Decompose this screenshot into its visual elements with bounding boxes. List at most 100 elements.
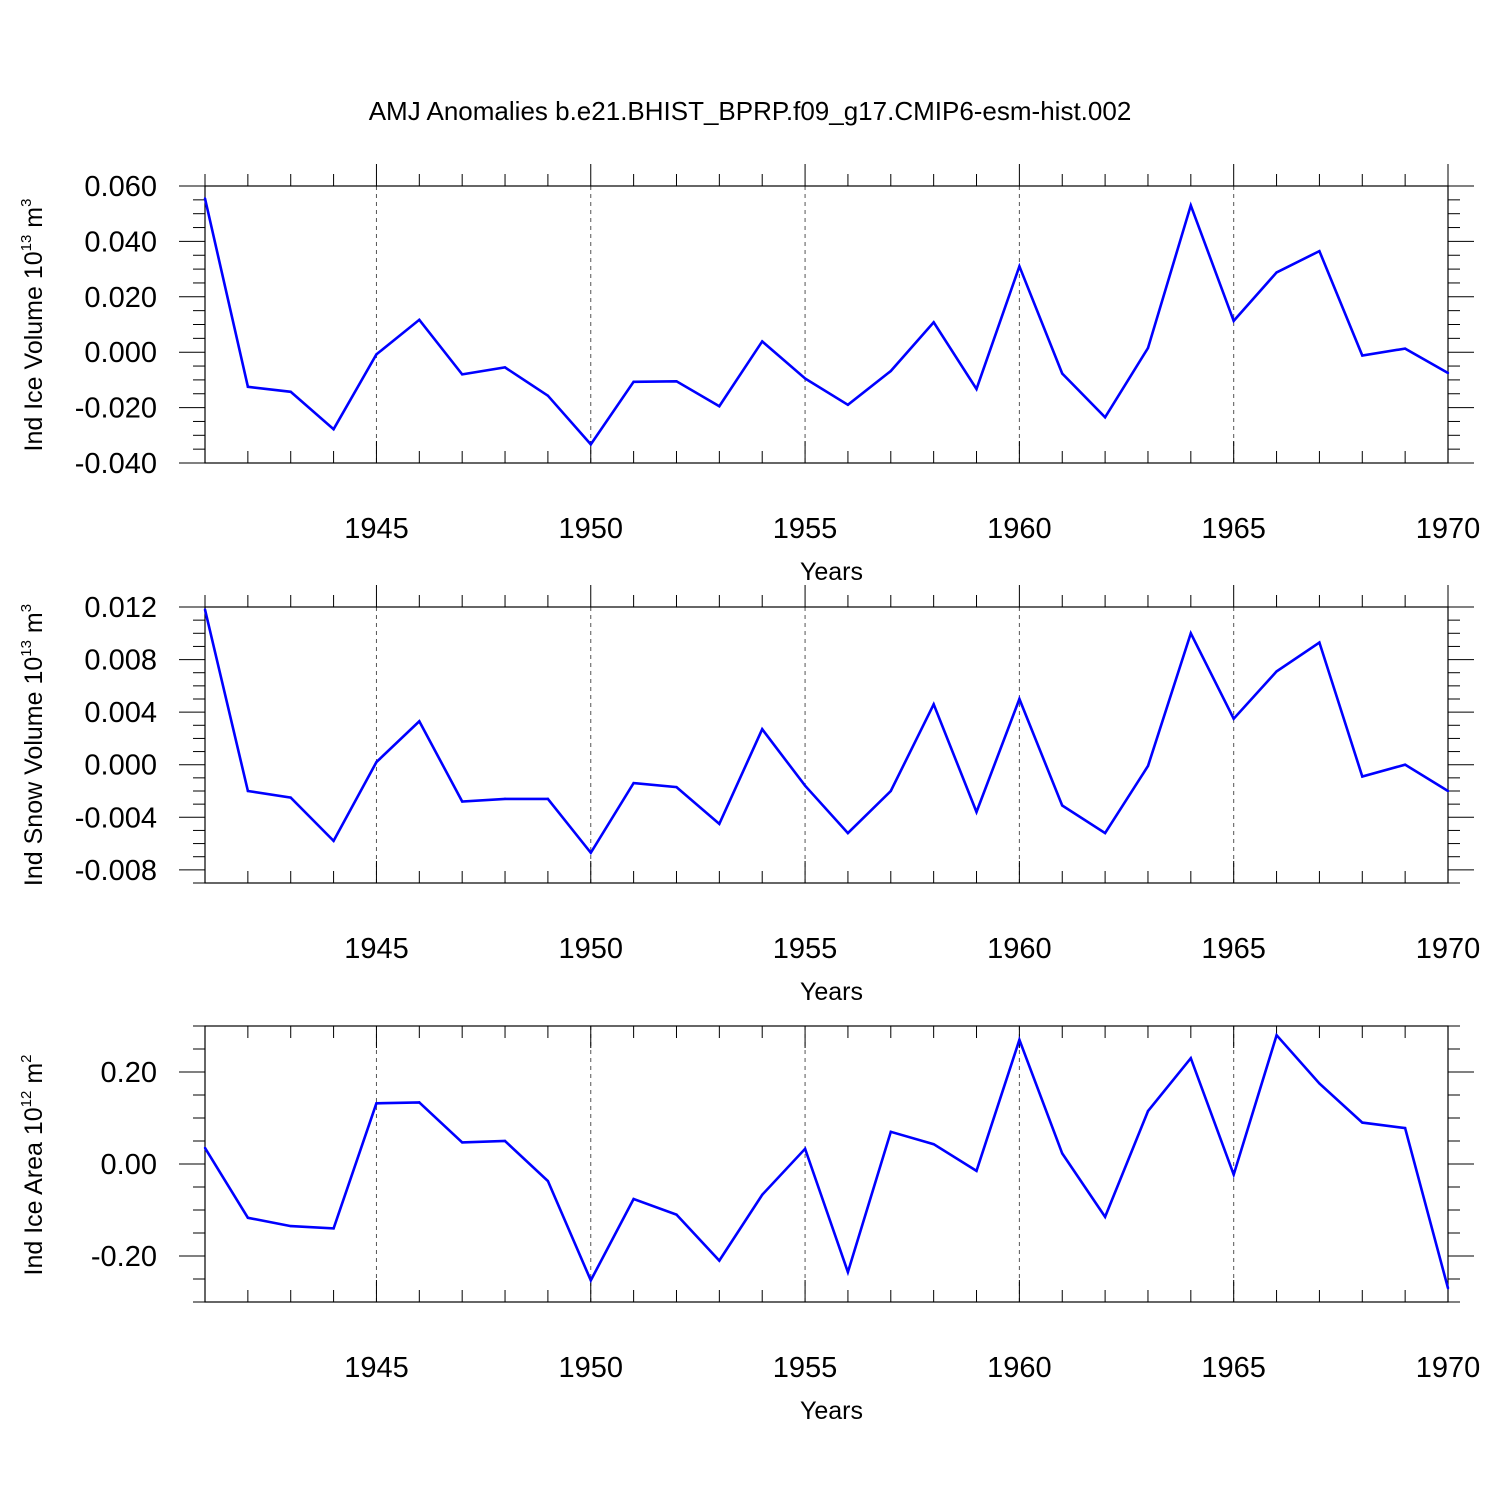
y-tick-label: -0.040 <box>75 448 157 480</box>
data-point <box>1103 831 1107 835</box>
chart-panel-1: -0.040 -0.020 0.000 0.020 0.040 0.060 1945 1950… <box>18 164 1480 586</box>
data-point <box>975 810 978 814</box>
data-point <box>1232 717 1235 720</box>
data-point <box>889 789 892 793</box>
y-tick-label: -0.20 <box>91 1241 157 1273</box>
x-tick-label: 1950 <box>559 513 624 545</box>
data-point <box>1403 347 1407 350</box>
data-point <box>1061 804 1064 807</box>
data-point <box>1361 775 1364 778</box>
data-point <box>675 785 678 789</box>
data-point <box>203 1146 207 1150</box>
data-point <box>589 851 592 854</box>
data-point <box>675 1213 678 1216</box>
data-point <box>246 385 250 389</box>
data-point <box>246 1216 250 1220</box>
data-point <box>503 797 507 801</box>
data-point <box>1318 641 1321 644</box>
x-tick-label: 1970 <box>1416 933 1481 965</box>
data-point <box>1103 416 1107 419</box>
data-point <box>718 405 721 408</box>
data-point <box>246 789 250 793</box>
data-point <box>1403 763 1407 766</box>
data-point <box>203 197 207 200</box>
data-point <box>1232 1173 1235 1176</box>
data-point <box>546 1179 550 1183</box>
data-point <box>1446 789 1450 793</box>
data-point <box>718 1259 721 1262</box>
data-point <box>1446 371 1450 375</box>
y-tick-label: 0.012 <box>84 592 157 624</box>
data-point <box>289 1224 292 1228</box>
y-tick-label: -0.004 <box>75 802 157 834</box>
chart-panel-3: -0.20 0.00 0.20 1945 1950 1955 1960 1965 1970 Yea… <box>18 1025 1481 1425</box>
x-tick-label: 1945 <box>344 933 409 965</box>
x-tick-label: 1970 <box>1416 1352 1481 1384</box>
data-point <box>846 1270 850 1274</box>
data-point <box>1189 632 1193 635</box>
data-point <box>418 318 421 321</box>
data-point <box>1275 1034 1278 1037</box>
data-point <box>503 1139 507 1143</box>
data-point <box>1403 1126 1407 1130</box>
data-series-line <box>203 1032 1450 1289</box>
data-point <box>503 366 507 369</box>
y-tick-label: 0.004 <box>84 697 157 729</box>
x-tick-label: 1970 <box>1416 513 1481 545</box>
x-axis-title: Years <box>800 558 863 586</box>
data-point <box>975 1169 978 1173</box>
data-point <box>1275 670 1278 673</box>
y-axis-title: Ind Snow Volume 1013 m3 <box>18 604 48 886</box>
data-point <box>1018 1038 1021 1042</box>
data-point <box>761 340 764 343</box>
x-tick-label: 1960 <box>987 1352 1052 1384</box>
data-point <box>632 380 635 384</box>
data-point <box>418 720 421 723</box>
data-point <box>932 1143 935 1146</box>
data-point <box>460 1141 464 1144</box>
y-tick-label: 0.20 <box>101 1057 157 1089</box>
y-tick-label: 0.020 <box>84 282 157 314</box>
data-point <box>1189 204 1193 207</box>
data-point <box>1318 249 1321 253</box>
data-point <box>1189 1057 1193 1060</box>
data-point <box>846 403 850 407</box>
x-tick-label: 1965 <box>1201 933 1266 965</box>
x-tick-label: 1950 <box>559 1352 624 1384</box>
data-point <box>332 1227 335 1230</box>
y-tick-label: -0.008 <box>75 855 157 887</box>
data-point <box>1018 265 1021 268</box>
y-axis-title: Ind Ice Area 1012 m2 <box>18 1055 48 1276</box>
x-axis-title: Years <box>800 1397 863 1425</box>
data-point <box>1232 319 1235 323</box>
data-point <box>332 428 335 431</box>
x-tick-label: 1955 <box>773 513 838 545</box>
data-point <box>1361 1121 1364 1124</box>
data-point <box>460 373 464 376</box>
data-point <box>375 760 378 764</box>
data-point <box>889 1130 892 1134</box>
data-point <box>589 1279 592 1282</box>
data-point <box>418 1101 421 1104</box>
data-point <box>632 781 635 785</box>
data-point <box>1275 271 1278 274</box>
y-tick-label: 0.000 <box>84 337 157 369</box>
data-point <box>803 1147 807 1151</box>
y-tick-label: 0.060 <box>84 171 157 203</box>
data-point <box>675 380 678 383</box>
plot-frame <box>204 606 1449 884</box>
x-tick-label: 1955 <box>773 933 838 965</box>
data-point <box>975 387 978 391</box>
data-point <box>932 321 935 324</box>
x-tick-label: 1965 <box>1201 513 1266 545</box>
data-point <box>460 800 464 803</box>
y-tick-label: 0.000 <box>84 750 157 782</box>
x-tick-label: 1945 <box>344 1352 409 1384</box>
data-point <box>1018 697 1021 701</box>
x-tick-label: 1965 <box>1201 1352 1266 1384</box>
chart-panel-2: -0.008 -0.004 0.000 0.004 0.008 0.012 1945 1950… <box>18 585 1480 1006</box>
x-tick-label: 1960 <box>987 933 1052 965</box>
data-point <box>375 1102 378 1105</box>
data-point <box>632 1197 635 1201</box>
